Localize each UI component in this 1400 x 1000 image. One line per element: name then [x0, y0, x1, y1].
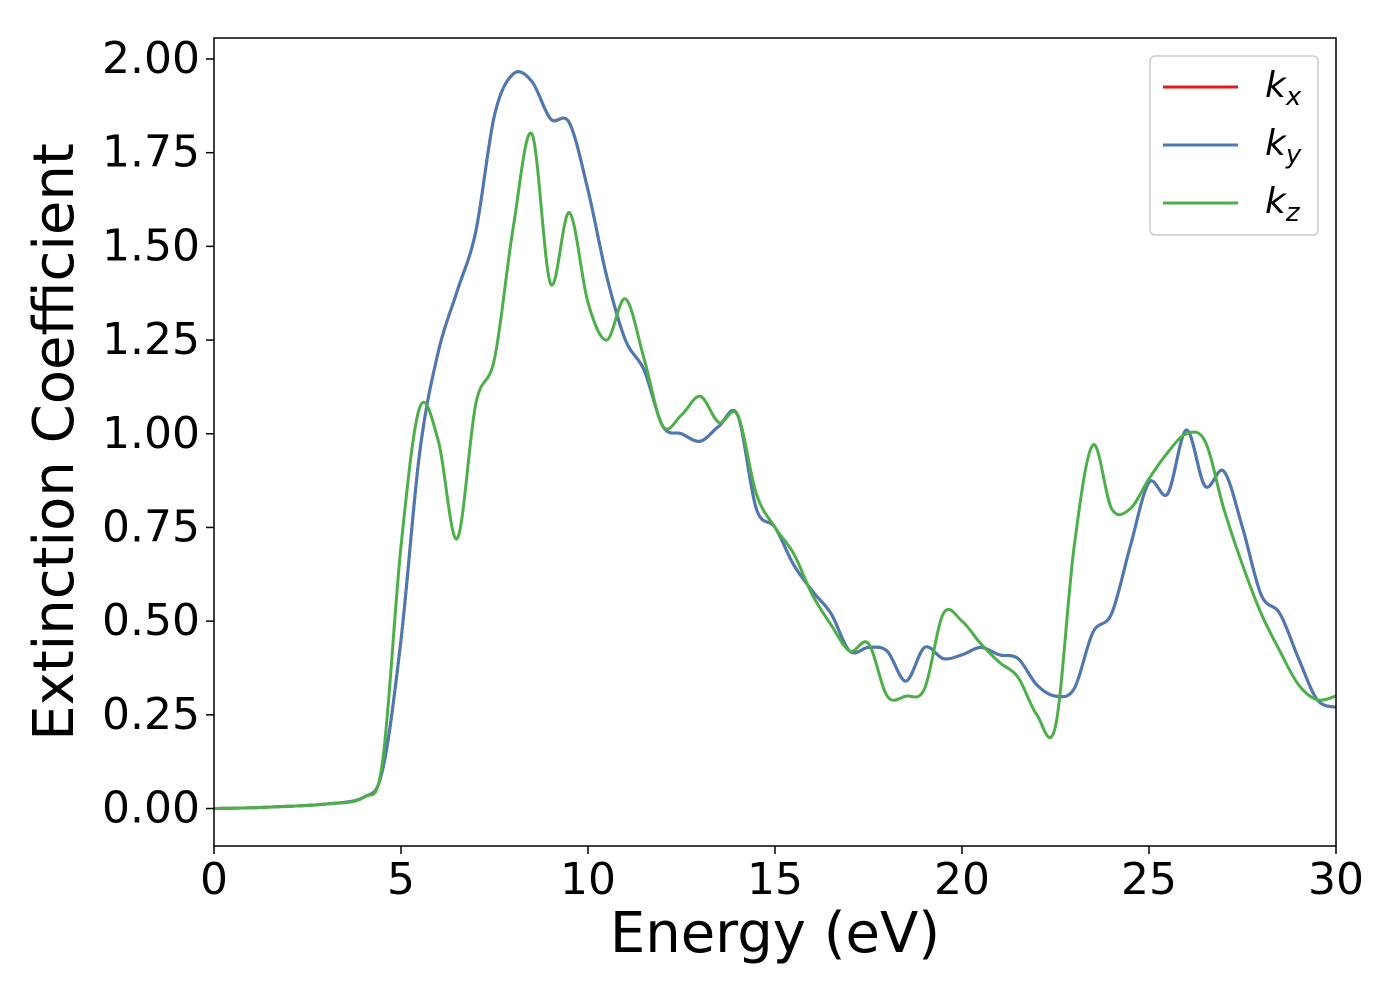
- y-tick-label: 1.00: [102, 408, 200, 459]
- y-axis-label: Extinction Coefficient: [22, 143, 87, 741]
- x-tick-label: 0: [200, 854, 228, 905]
- legend-subscript: z: [1285, 198, 1301, 228]
- legend-name: k: [1265, 181, 1288, 222]
- y-tick-label: 0.25: [102, 689, 200, 740]
- series-line: [214, 70, 1336, 811]
- y-tick-label: 0.75: [102, 501, 200, 552]
- x-tick-label: 5: [387, 854, 415, 905]
- y-tick-label: 1.50: [102, 220, 200, 271]
- legend-label: kx: [1265, 65, 1302, 112]
- x-tick-label: 10: [560, 854, 616, 905]
- y-tick-label: 1.25: [102, 314, 200, 365]
- legend-name: k: [1265, 65, 1288, 106]
- legend-label: ky: [1265, 123, 1302, 170]
- legend-subscript: y: [1285, 140, 1302, 170]
- plot-frame: [213, 37, 1337, 847]
- x-tick-label: 15: [747, 854, 803, 905]
- legend-subscript: x: [1285, 82, 1302, 112]
- y-tick-label: 2.00: [102, 33, 200, 84]
- legend-label: kz: [1265, 181, 1301, 228]
- x-tick-label: 25: [1121, 854, 1177, 905]
- y-tick-label: 0.00: [102, 783, 200, 834]
- x-tick-label: 30: [1308, 854, 1364, 905]
- y-tick-label: 0.50: [102, 595, 200, 646]
- legend-name: k: [1265, 123, 1288, 164]
- y-tick-label: 1.75: [102, 127, 200, 178]
- x-tick-label: 20: [934, 854, 990, 905]
- x-axis-label: Energy (eV): [610, 901, 940, 966]
- series-line: [214, 131, 1336, 811]
